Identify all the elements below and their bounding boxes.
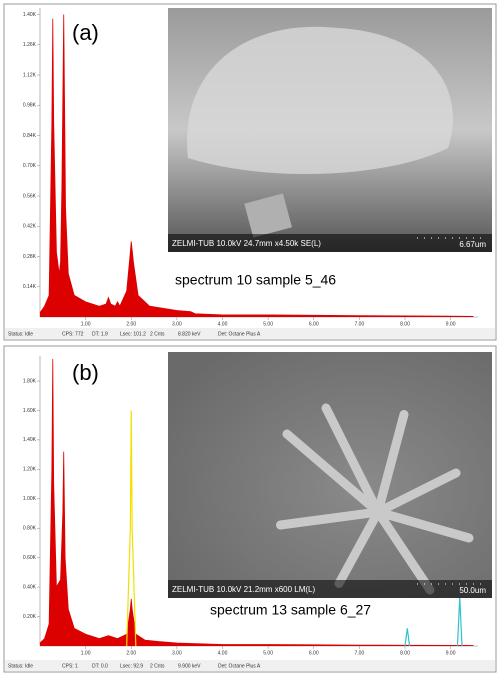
status-item: 8.820 keV xyxy=(178,331,201,337)
sem-scale: 50.0um xyxy=(459,586,486,595)
sem-feature xyxy=(373,410,409,517)
y-tick-label: 0.42K xyxy=(23,224,37,230)
x-tick-label: 2.00 xyxy=(126,321,136,327)
status-bar xyxy=(5,328,495,339)
y-tick-label: 1.20K xyxy=(23,467,37,473)
y-tick-label: 0.40K xyxy=(23,584,37,590)
status-item: Det: Octane Plus A xyxy=(218,331,261,337)
y-tick-label: 1.12K xyxy=(23,72,37,78)
y-tick-label: 0.60K xyxy=(23,555,37,561)
caption: spectrum 13 sample 6_27 xyxy=(210,602,371,618)
spectrum-line xyxy=(39,358,474,646)
x-tick-label: 1.00 xyxy=(81,650,91,656)
x-tick-label: 7.00 xyxy=(355,650,365,656)
x-tick-label: 2.00 xyxy=(126,650,136,656)
status-item: Status: Idle xyxy=(8,663,33,669)
x-tick-label: 7.00 xyxy=(355,321,365,327)
caption: spectrum 10 sample 5_46 xyxy=(175,272,336,288)
x-tick-label: 3.00 xyxy=(172,650,182,656)
spectrum-line xyxy=(39,14,474,317)
status-item: Lsec: 101.2 xyxy=(120,331,146,337)
status-item: CPS: 1 xyxy=(62,663,78,669)
status-item: 9.900 keV xyxy=(178,663,201,669)
y-tick-label: 1.00K xyxy=(23,496,37,502)
sem-feature xyxy=(373,468,461,517)
x-tick-label: 6.00 xyxy=(309,650,319,656)
y-tick-label: 0.28K xyxy=(23,254,37,260)
x-tick-label: 4.00 xyxy=(218,321,228,327)
y-tick-label: 1.40K xyxy=(23,437,37,443)
sem-feature xyxy=(334,507,383,588)
x-tick-label: 9.00 xyxy=(446,321,456,327)
x-tick-label: 3.00 xyxy=(172,321,182,327)
panel-label: (a) xyxy=(72,20,99,45)
sem-feature xyxy=(187,26,454,175)
status-bar xyxy=(5,660,495,671)
sem-feature xyxy=(276,507,383,530)
y-tick-label: 1.40K xyxy=(23,12,37,18)
status-item: Lsec: 92.9 xyxy=(120,663,143,669)
x-tick-label: 5.00 xyxy=(263,650,273,656)
sem-info: ZELMI-TUB 10.0kV 24.7mm x4.50k SE(L) xyxy=(172,239,321,248)
sem-info: ZELMI-TUB 10.0kV 21.2mm x600 LM(L) xyxy=(172,585,315,594)
x-tick-label: 4.00 xyxy=(218,650,228,656)
spectrum-line xyxy=(404,628,411,647)
panel-label: (b) xyxy=(72,360,99,385)
sem-feature xyxy=(282,429,383,517)
sem-feature xyxy=(321,403,383,517)
x-tick-label: 5.00 xyxy=(263,321,273,327)
x-tick-label: 6.00 xyxy=(309,321,319,327)
sem-info-bar xyxy=(168,580,492,598)
sem-info-bar xyxy=(168,234,492,252)
status-item: 2 Cnts xyxy=(150,663,165,669)
y-tick-label: 0.56K xyxy=(23,193,37,199)
status-item: DT: 1.9 xyxy=(92,331,108,337)
sem-feature xyxy=(244,193,292,238)
sem-feature xyxy=(373,507,435,595)
y-tick-label: 0.80K xyxy=(23,526,37,532)
y-tick-label: 1.26K xyxy=(23,42,37,48)
y-tick-label: 0.14K xyxy=(23,284,37,290)
sem-feature xyxy=(373,507,474,543)
sem-scale: 6.67um xyxy=(459,240,486,249)
status-item: 2 Cnts xyxy=(150,331,165,337)
x-tick-label: 8.00 xyxy=(400,321,410,327)
y-tick-label: 0.20K xyxy=(23,614,37,620)
status-item: CPS: 772 xyxy=(62,331,84,337)
x-tick-label: 9.00 xyxy=(446,650,456,656)
y-tick-label: 0.70K xyxy=(23,163,37,169)
x-tick-label: 1.00 xyxy=(81,321,91,327)
status-item: DT: 0.0 xyxy=(92,663,108,669)
y-tick-label: 0.84K xyxy=(23,133,37,139)
y-tick-label: 0.98K xyxy=(23,103,37,109)
y-tick-label: 1.60K xyxy=(23,408,37,414)
x-tick-label: 8.00 xyxy=(400,650,410,656)
status-item: Status: Idle xyxy=(8,331,33,337)
status-item: Det: Octane Plus A xyxy=(218,663,261,669)
spectrum-line xyxy=(126,410,137,647)
y-tick-label: 1.80K xyxy=(23,378,37,384)
